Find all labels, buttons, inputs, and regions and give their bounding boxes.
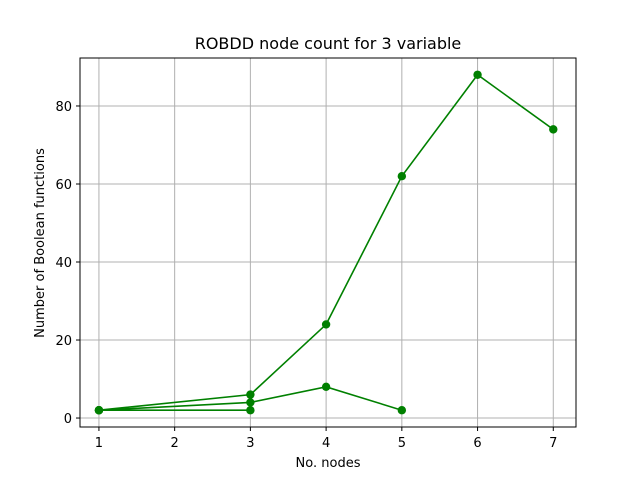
- x-tick-label: 4: [322, 436, 330, 451]
- series-line: [98, 385, 403, 412]
- chart-title: ROBDD node count for 3 variable: [195, 34, 462, 53]
- data-point: [246, 390, 255, 399]
- data-point: [397, 171, 407, 181]
- x-tick-label: 6: [473, 436, 481, 451]
- data-point: [473, 70, 482, 79]
- y-tick-label: 60: [55, 178, 72, 193]
- x-tick-label: 7: [549, 436, 557, 451]
- data-point: [321, 382, 331, 392]
- y-tick-label: 80: [55, 100, 72, 115]
- data-point: [321, 320, 331, 329]
- grid-lines: [80, 58, 576, 427]
- x-tick-label: 2: [171, 436, 179, 451]
- y-tick-label: 40: [55, 256, 72, 271]
- series-line: [98, 73, 554, 412]
- data-point: [94, 406, 104, 415]
- data-series: [94, 70, 558, 415]
- data-point: [246, 398, 255, 407]
- x-tick-label: 1: [95, 436, 103, 451]
- series-3: [94, 406, 255, 415]
- data-point: [397, 406, 407, 415]
- data-point: [246, 406, 255, 415]
- data-point: [549, 125, 558, 134]
- y-tick-label: 20: [55, 334, 72, 349]
- axis-ticks: 1 2 3 4 5 6 7 0 20 40 60 80: [55, 100, 557, 451]
- plot-area-frame: [79, 57, 577, 428]
- x-tick-label: 3: [246, 436, 254, 451]
- y-tick-label: 0: [64, 412, 72, 427]
- y-axis-label: Number of Boolean functions: [33, 148, 48, 338]
- x-axis-label: No. nodes: [296, 456, 361, 471]
- x-tick-label: 5: [398, 436, 406, 451]
